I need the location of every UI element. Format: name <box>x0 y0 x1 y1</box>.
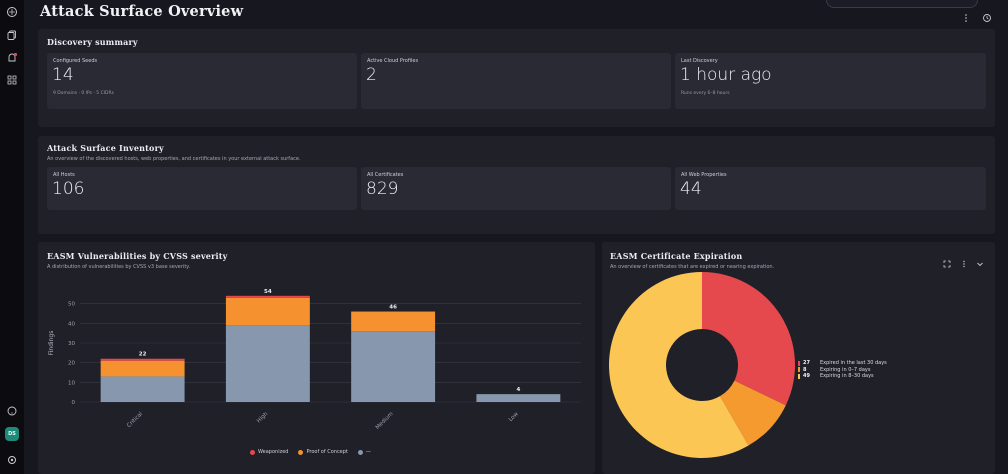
donut-legend-item[interactable]: 49 Expiring in 8–30 days <box>798 373 887 380</box>
stat-label: Configured Seeds <box>53 58 98 64</box>
settings-icon[interactable] <box>6 454 18 466</box>
inventory-subtitle: An overview of the discovered hosts, web… <box>47 156 301 162</box>
x-tick-label: Medium <box>375 411 395 431</box>
stat-sub: 9 Domains · 0 IPs · 5 CIDRs <box>53 91 114 96</box>
discovery-summary-title: Discovery summary <box>47 37 138 47</box>
donut-legend: 27 Expired in the last 30 days 8 Expiring i… <box>798 360 887 380</box>
stat-value: 44 <box>680 179 702 199</box>
cvss-severity-bar-chart[interactable]: 0 10 20 30 40 50 Findings 22 Critical 54 High 46 Med… <box>38 270 595 470</box>
vuln-panel-title: EASM Vulnerabilities by CVSS severity <box>47 251 228 261</box>
legend-swatch <box>798 367 800 373</box>
avatar-initials: DS <box>8 431 16 437</box>
more-options-icon[interactable] <box>961 8 971 22</box>
donut-slice[interactable] <box>702 272 795 406</box>
inventory-title: Attack Surface Inventory <box>47 143 164 153</box>
bar-total-label: 54 <box>264 289 272 295</box>
legend-label: Expiring in 8–30 days <box>820 373 874 380</box>
donut-legend-item[interactable]: 27 Expired in the last 30 days <box>798 360 887 367</box>
stat-sub: Runs every 6–8 hours <box>681 91 730 96</box>
all-hosts-card[interactable]: All Hosts 106 <box>47 167 357 210</box>
certificate-expiration-donut[interactable] <box>602 270 802 470</box>
alerts-icon[interactable] <box>6 52 18 64</box>
legend-label: Expired in the last 30 days <box>820 360 887 367</box>
help-icon[interactable] <box>6 405 18 417</box>
vulnerabilities-panel: EASM Vulnerabilities by CVSS severity A … <box>38 242 595 474</box>
bar-segment[interactable] <box>476 394 561 402</box>
y-tick-label: 0 <box>72 400 76 406</box>
legend-count: 49 <box>803 373 810 380</box>
legend-item[interactable]: Weaponized <box>250 449 288 455</box>
legend-item[interactable]: Proof of Concept <box>298 449 348 455</box>
page-title: Attack Surface Overview <box>40 3 244 20</box>
legend-swatch <box>357 449 363 455</box>
configured-seeds-card[interactable]: Configured Seeds 14 9 Domains · 0 IPs · … <box>47 53 357 109</box>
y-axis-label: Findings <box>48 331 55 356</box>
bar-segment[interactable] <box>225 325 310 402</box>
vuln-panel-subtitle: A distribution of vulnerabilities by CVS… <box>47 264 191 270</box>
x-tick-label: Critical <box>126 411 144 429</box>
copy-icon[interactable] <box>6 29 18 41</box>
last-discovery-card[interactable]: Last Discovery 1 hour ago Runs every 6–8… <box>675 53 986 109</box>
stat-label: Last Discovery <box>681 58 718 64</box>
cert-panel-title: EASM Certificate Expiration <box>610 251 743 261</box>
x-tick-label: Low <box>508 411 520 423</box>
legend-swatch <box>798 360 800 366</box>
stat-label: All Certificates <box>367 172 404 178</box>
stat-label: All Hosts <box>53 172 75 178</box>
discovery-summary-panel: Discovery summary Configured Seeds 14 9 … <box>38 29 995 127</box>
stat-value: 14 <box>52 65 74 85</box>
stat-value: 1 hour ago <box>680 65 772 85</box>
bar-segment[interactable] <box>100 358 185 361</box>
stat-value: 106 <box>52 179 85 199</box>
bar-segment[interactable] <box>100 360 185 377</box>
bar-total-label: 46 <box>389 305 397 311</box>
x-tick-label: High <box>256 411 270 425</box>
all-certificates-card[interactable]: All Certificates 829 <box>361 167 671 210</box>
y-tick-label: 20 <box>68 361 75 367</box>
attack-surface-inventory-panel: Attack Surface Inventory An overview of … <box>38 136 995 234</box>
bar-chart-legend: Weaponized Proof of Concept — <box>250 449 371 455</box>
chevron-down-icon[interactable] <box>976 253 984 267</box>
legend-swatch <box>250 449 255 455</box>
y-tick-label: 10 <box>68 380 75 386</box>
bar-segment[interactable] <box>351 311 436 332</box>
bar-segment[interactable] <box>225 297 310 326</box>
left-nav-rail: DS <box>0 0 24 474</box>
stat-value: 2 <box>366 65 377 85</box>
clock-icon[interactable] <box>982 8 992 22</box>
donut-legend-item[interactable]: 8 Expiring in 0–7 days <box>798 367 887 374</box>
bar-total-label: 22 <box>139 352 147 358</box>
active-cloud-profiles-card[interactable]: Active Cloud Profiles 2 <box>361 53 671 109</box>
stat-value: 829 <box>366 179 399 199</box>
y-tick-label: 30 <box>68 341 75 347</box>
y-tick-label: 40 <box>68 321 75 327</box>
legend-swatch <box>798 373 800 379</box>
bar-segment[interactable] <box>351 331 436 402</box>
legend-item[interactable]: — <box>357 449 371 455</box>
time-range-picker[interactable] <box>826 0 978 8</box>
stat-label: All Web Properties <box>681 172 727 178</box>
y-tick-label: 50 <box>68 302 75 308</box>
bar-segment[interactable] <box>225 295 310 298</box>
donut-slice[interactable] <box>720 380 786 446</box>
legend-label: Expiring in 0–7 days <box>820 366 871 373</box>
legend-label: Proof of Concept <box>306 449 348 455</box>
apps-grid-icon[interactable] <box>6 74 18 86</box>
cert-panel-subtitle: An overview of certificates that are exp… <box>610 264 775 270</box>
legend-label: — <box>365 449 371 455</box>
bar-segment[interactable] <box>100 376 185 402</box>
expand-icon[interactable] <box>943 253 951 268</box>
user-avatar[interactable]: DS <box>5 427 19 441</box>
stat-label: Active Cloud Profiles <box>367 58 419 64</box>
legend-swatch <box>298 449 304 455</box>
legend-label: Weaponized <box>258 449 289 455</box>
panel-menu-icon[interactable] <box>960 253 968 268</box>
all-web-properties-card[interactable]: All Web Properties 44 <box>675 167 986 210</box>
legend-count: 8 <box>803 366 807 373</box>
app-logo-icon[interactable] <box>6 6 18 18</box>
bar-total-label: 4 <box>516 387 520 393</box>
donut-slice[interactable] <box>609 272 749 458</box>
legend-count: 27 <box>803 360 810 367</box>
